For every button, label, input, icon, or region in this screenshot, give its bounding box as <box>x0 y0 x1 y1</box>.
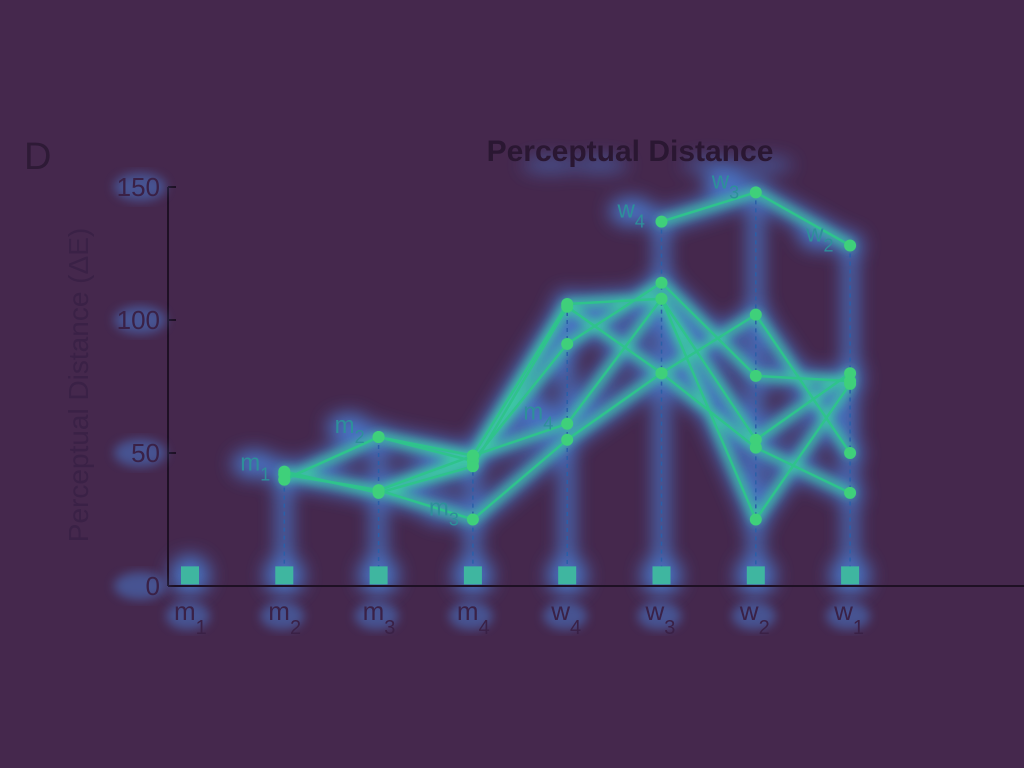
data-point <box>844 377 857 390</box>
data-point <box>372 431 385 444</box>
data-point <box>372 484 385 497</box>
baseline-marker <box>746 566 765 585</box>
point-label-glow <box>326 413 371 442</box>
point-label-subscript: 2 <box>355 427 365 447</box>
x-tick-glow <box>166 602 210 630</box>
data-point <box>844 486 857 499</box>
baseline-marker <box>275 566 294 585</box>
baseline-marker <box>181 566 199 585</box>
x-tick-glow <box>260 602 305 630</box>
point-label-subscript: 1 <box>260 464 270 484</box>
title-glow <box>522 157 578 173</box>
y-tick-label: 100 <box>117 305 160 335</box>
data-point <box>844 239 857 252</box>
data-point <box>466 513 479 526</box>
baseline-marker <box>463 566 482 585</box>
x-tick-glow <box>637 602 682 630</box>
y-tick-label: 50 <box>131 438 160 468</box>
y-tick-glow <box>114 173 166 201</box>
data-point <box>844 447 857 459</box>
y-tick-glow <box>114 439 166 467</box>
x-tick-glow <box>448 602 493 630</box>
point-label-glow <box>609 197 654 226</box>
x-tick-glow <box>354 602 399 630</box>
point-label-glow <box>798 221 843 250</box>
x-tick-subscript: 4 <box>479 617 490 639</box>
x-tick-label: w3 <box>645 596 676 639</box>
x-tick-glow <box>543 602 588 630</box>
point-label-glow <box>515 399 560 428</box>
data-point <box>749 369 762 382</box>
data-point <box>278 473 291 486</box>
point-label-subscript: 4 <box>635 212 645 232</box>
data-point <box>655 367 668 380</box>
x-tick-subscript: 3 <box>664 617 675 639</box>
x-tick-label: m2 <box>268 596 301 639</box>
x-tick-subscript: 1 <box>196 617 207 639</box>
x-tick-label: m4 <box>457 596 490 639</box>
title-glow <box>572 157 628 173</box>
baseline-marker <box>558 566 577 585</box>
data-point <box>844 367 857 380</box>
y-tick-glow <box>114 306 166 334</box>
baseline-marker <box>369 566 388 585</box>
x-tick-label: m1 <box>174 596 207 639</box>
x-tick-subscript: 2 <box>759 617 770 639</box>
data-point <box>655 215 668 228</box>
x-tick-glow <box>731 602 776 630</box>
point-label-glow <box>232 450 277 479</box>
data-point <box>561 337 574 350</box>
x-tick-subscript: 3 <box>384 617 395 639</box>
x-tick-subscript: 2 <box>290 617 301 639</box>
title-glow <box>682 157 738 173</box>
y-tick-glow <box>114 572 166 600</box>
point-label-subscript: 4 <box>543 414 553 434</box>
point-label-subscript: 2 <box>823 236 833 256</box>
point-label-glow <box>703 168 748 197</box>
x-tick-subscript: 4 <box>570 617 581 639</box>
baseline-marker <box>652 566 671 585</box>
x-tick-label: w1 <box>833 596 864 639</box>
data-point <box>749 308 762 321</box>
data-point <box>655 292 668 305</box>
y-tick-label: 0 <box>146 571 160 601</box>
data-point <box>561 298 574 311</box>
x-tick-label: m3 <box>363 596 396 639</box>
x-tick-label: w2 <box>739 596 770 639</box>
chart-title: Perceptual Distance <box>487 135 774 168</box>
data-point <box>749 513 762 526</box>
point-label-subscript: 3 <box>729 182 739 202</box>
x-tick-label: w4 <box>550 596 581 639</box>
x-tick-glow <box>826 602 871 630</box>
data-point <box>466 449 479 462</box>
data-point <box>466 460 479 473</box>
data-point <box>655 276 668 289</box>
x-tick-subscript: 1 <box>853 617 864 639</box>
y-axis-label: Perceptual Distance (ΔE) <box>63 228 94 542</box>
baseline-marker <box>841 566 860 585</box>
data-point <box>749 186 762 199</box>
data-point <box>561 433 574 446</box>
title-glow <box>737 157 793 173</box>
data-point <box>561 417 574 430</box>
point-label-subscript: 3 <box>449 510 459 530</box>
data-point <box>749 433 762 446</box>
y-tick-label: 150 <box>117 172 160 202</box>
panel-label: D <box>24 136 52 178</box>
